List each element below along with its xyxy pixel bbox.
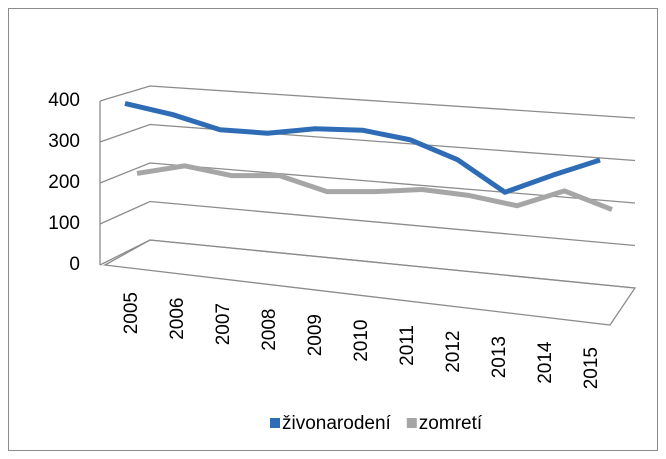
x-tick-label: 2012 xyxy=(443,331,464,373)
grid-line xyxy=(99,123,636,162)
x-tick-label: 2006 xyxy=(167,298,188,340)
x-tick-label: 2008 xyxy=(259,309,280,351)
legend-swatch xyxy=(406,418,417,428)
x-tick-label: 2009 xyxy=(305,314,326,356)
legend-swatch xyxy=(270,418,280,428)
grid-line xyxy=(99,162,636,204)
grid-line xyxy=(99,200,636,247)
series-line xyxy=(136,163,613,212)
legend-label: zomretí xyxy=(419,413,483,434)
grid-line xyxy=(99,239,636,289)
x-tick-label: 2011 xyxy=(397,325,418,366)
x-tick-label: 2007 xyxy=(213,303,234,345)
y-tick-label: 200 xyxy=(48,172,80,193)
y-tick-label: 400 xyxy=(48,90,80,111)
legend-label: živonarodení xyxy=(282,413,392,434)
x-tick-label: 2013 xyxy=(489,336,510,378)
x-tick-label: 2014 xyxy=(535,341,556,384)
chart-frame xyxy=(8,8,658,451)
series-line xyxy=(124,101,601,195)
x-tick-label: 2015 xyxy=(581,347,602,389)
y-tick-label: 300 xyxy=(48,131,80,152)
x-tick-label: 2010 xyxy=(351,320,372,362)
y-tick-label: 0 xyxy=(69,254,80,275)
x-tick-label: 2005 xyxy=(121,292,142,334)
grid-line xyxy=(99,85,636,119)
y-tick-label: 100 xyxy=(48,213,80,234)
